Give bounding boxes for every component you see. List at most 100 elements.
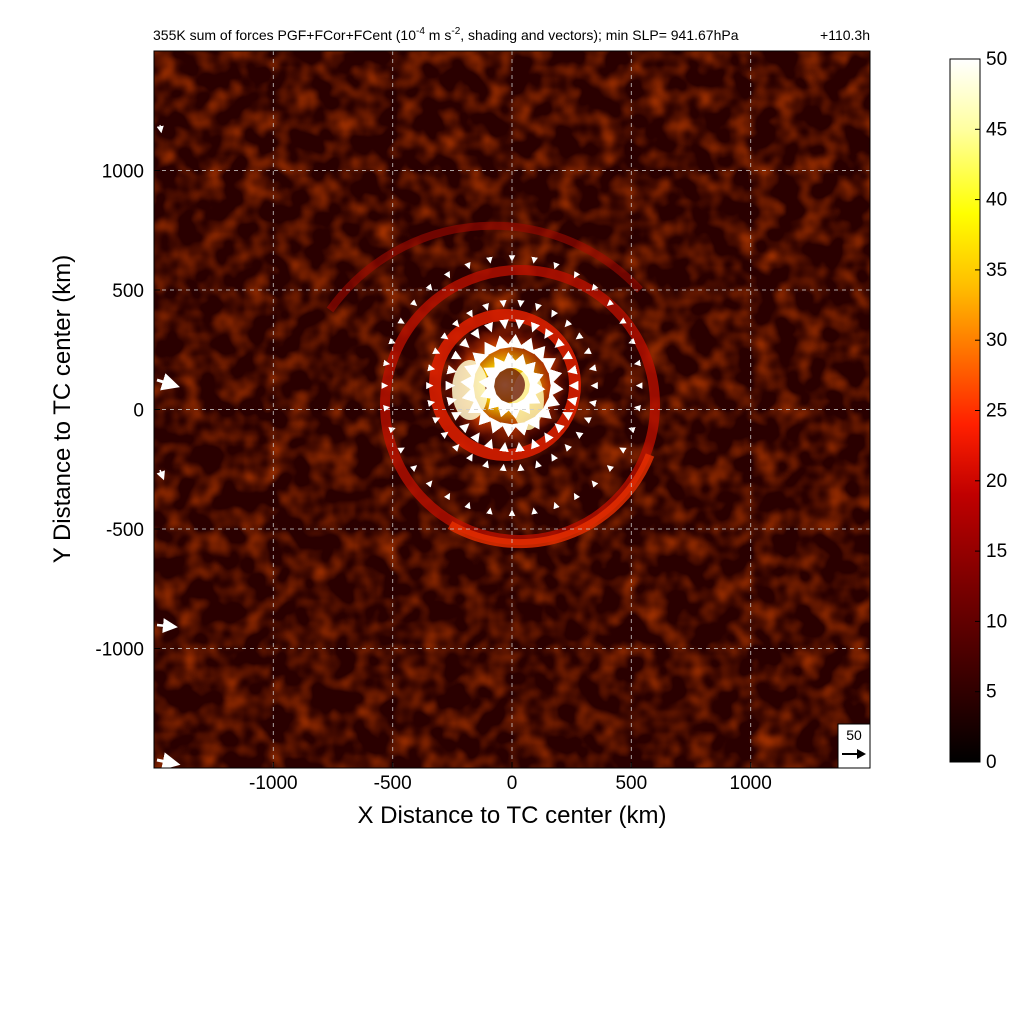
- force-vector: [464, 501, 471, 510]
- colorbar-tick-label: 35: [986, 260, 1007, 281]
- force-vector: [459, 337, 470, 348]
- force-vector: [446, 365, 457, 375]
- force-vector: [383, 404, 391, 412]
- force-vector: [535, 302, 542, 311]
- force-vector: [619, 317, 627, 324]
- force-vector: [425, 480, 433, 488]
- force-vector: [451, 319, 460, 328]
- time-label: +110.3h: [820, 27, 870, 43]
- colorbar-tick-label: 40: [986, 190, 1007, 211]
- force-vector: [459, 423, 470, 434]
- force-vector: [567, 396, 578, 407]
- reference-vector-key: 50: [837, 723, 871, 769]
- force-vector: [515, 441, 525, 453]
- force-vector: [482, 302, 489, 311]
- force-vector: [531, 438, 541, 450]
- chart-title: 355K sum of forces PGF+FCor+FCent (10-4 …: [153, 26, 739, 43]
- force-vector: [543, 392, 561, 408]
- force-vector: [575, 332, 584, 340]
- colorbar-ticks: 0 5 10 15 20 25 30 35 40 45 50: [975, 49, 1007, 773]
- force-vector: [483, 438, 493, 450]
- y-tick-label: -1000: [95, 640, 144, 661]
- force-vector: [460, 374, 476, 391]
- force-vector: [472, 352, 489, 367]
- force-vector: [606, 299, 615, 307]
- force-vector: [397, 317, 405, 324]
- force-vector: [512, 421, 530, 436]
- force-vector: [531, 345, 546, 363]
- force-vector: [551, 453, 559, 462]
- force-vector: [156, 124, 164, 134]
- force-vector: [526, 371, 544, 391]
- force-vector: [531, 256, 538, 264]
- reference-vector-head: [857, 749, 866, 759]
- force-vector: [427, 399, 436, 407]
- force-vector: [470, 432, 480, 443]
- force-vector: [383, 359, 391, 367]
- force-vector: [591, 283, 599, 291]
- force-vector: [562, 411, 574, 421]
- force-vector: [573, 492, 581, 501]
- force-vector: [480, 380, 498, 401]
- force-vector: [440, 431, 449, 439]
- colorbar-tick-label: 0: [986, 752, 997, 773]
- force-vectors: [156, 124, 643, 768]
- force-vector: [544, 432, 554, 443]
- colorbar-tick-label: 15: [986, 541, 1007, 562]
- colorbar-tick-label: 50: [986, 49, 1007, 70]
- force-vector: [606, 465, 615, 472]
- force-vector: [483, 321, 493, 333]
- force-vector: [499, 319, 509, 330]
- x-tick-label: -500: [374, 773, 412, 794]
- force-vector: [427, 364, 436, 372]
- x-axis: -1000 -500 0 500 1000: [249, 762, 772, 794]
- force-vector: [450, 350, 462, 360]
- x-axis-label: X Distance to TC center (km): [358, 802, 667, 829]
- force-vector: [583, 417, 592, 424]
- force-vector: [535, 404, 552, 419]
- force-vector: [515, 319, 525, 330]
- force-vector: [446, 396, 457, 407]
- force-vector: [156, 752, 181, 768]
- force-vector: [409, 465, 418, 472]
- force-vector: [564, 319, 573, 328]
- force-vector: [633, 359, 641, 367]
- colorbar-tick-label: 30: [986, 330, 1007, 351]
- force-vector: [562, 350, 574, 360]
- force-vector: [588, 399, 597, 407]
- force-vector: [531, 507, 538, 515]
- force-vector: [443, 271, 451, 279]
- force-vector: [499, 441, 509, 453]
- force-vector: [554, 423, 565, 434]
- force-vector: [443, 492, 451, 501]
- force-vector: [397, 447, 405, 454]
- force-vector: [463, 363, 481, 379]
- force-vector: [486, 507, 493, 515]
- y-axis-label: Y Distance to TC center (km): [49, 255, 76, 564]
- y-tick-label: -500: [106, 520, 144, 541]
- x-tick-label: 0: [507, 773, 518, 794]
- force-vector: [519, 337, 535, 355]
- force-vector: [506, 333, 524, 349]
- force-vector: [633, 404, 641, 412]
- force-vector: [482, 460, 489, 469]
- force-vector: [551, 309, 559, 318]
- colorbar-tick-label: 25: [986, 401, 1007, 422]
- force-vector: [567, 365, 578, 375]
- force-vector: [461, 386, 477, 403]
- force-vector: [583, 347, 592, 354]
- force-vector: [409, 299, 418, 307]
- force-vector: [156, 618, 178, 634]
- force-vector: [489, 417, 505, 434]
- force-vector: [544, 328, 554, 339]
- force-vector: [575, 431, 584, 439]
- force-vector: [156, 469, 165, 481]
- colorbar-tick-label: 5: [986, 682, 997, 703]
- force-vector: [470, 328, 480, 339]
- force-vector: [450, 411, 462, 421]
- force-vector: [619, 447, 627, 454]
- force-vector: [478, 408, 493, 426]
- force-vector: [486, 256, 493, 264]
- force-vector: [588, 364, 597, 372]
